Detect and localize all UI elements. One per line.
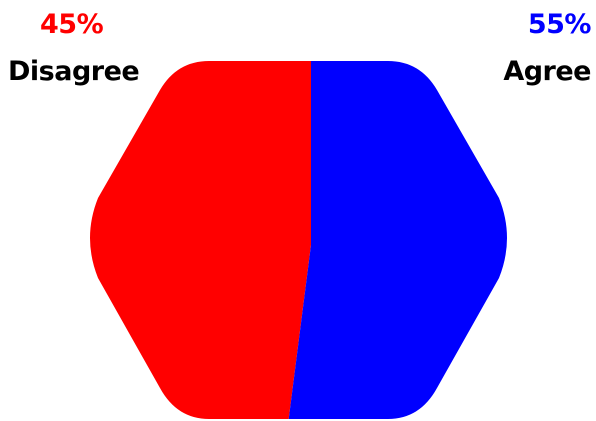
- disagree-category-label: Disagree: [8, 56, 140, 87]
- slice-disagree: [90, 61, 311, 419]
- slice-agree: [286, 61, 507, 419]
- slice-group: [90, 61, 507, 419]
- agree-category-label: Agree: [503, 56, 591, 87]
- disagree-percent-label: 45%: [40, 9, 104, 40]
- agree-percent-label: 55%: [527, 9, 592, 40]
